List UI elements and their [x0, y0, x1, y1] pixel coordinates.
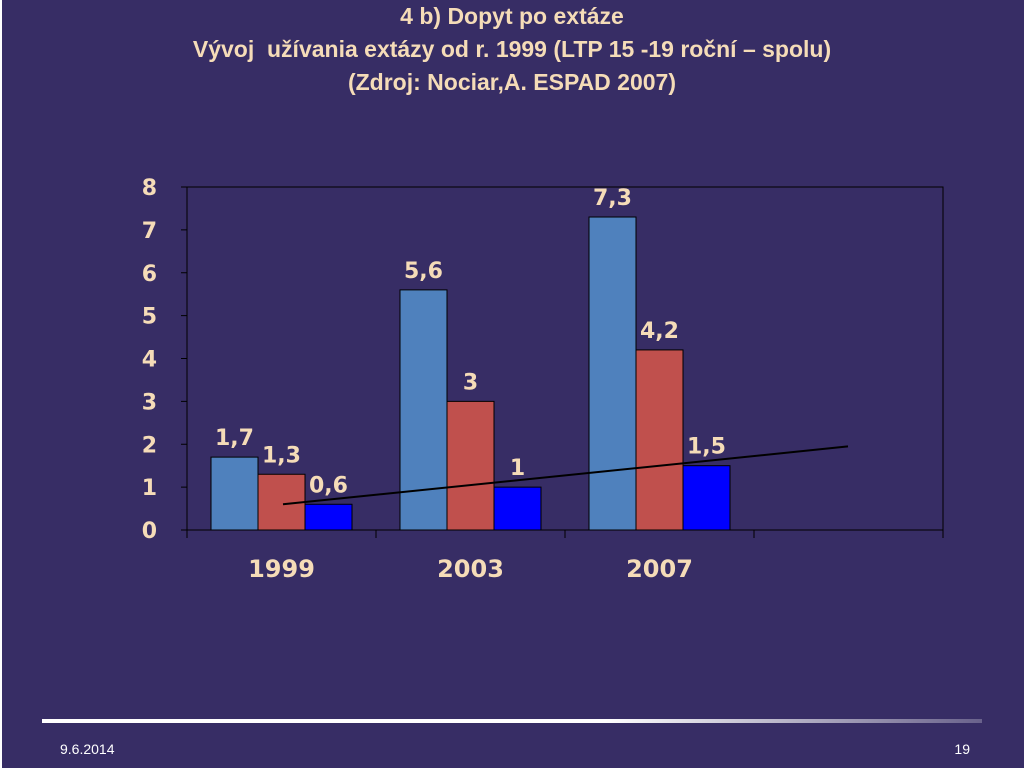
slide-title: 4 b) Dopyt po extáze Vývoj užívania extá…: [0, 0, 1024, 99]
bar-value-label: 5,6: [404, 259, 443, 284]
title-line-2: Vývoj užívania extázy od r. 1999 (LTP 15…: [192, 36, 832, 62]
bar: [304, 503, 353, 531]
x-category-label: 2003: [437, 555, 504, 583]
bar: [210, 456, 259, 531]
y-tick-label: 8: [142, 176, 157, 201]
y-tick-label: 7: [142, 219, 157, 244]
bar-value-label: 3: [463, 370, 478, 395]
bar-value-label: 1,3: [262, 443, 301, 468]
bar: [399, 289, 448, 531]
title-line-1: 4 b) Dopyt po extáze: [400, 3, 624, 29]
x-category-label: 1999: [248, 555, 315, 583]
title-line-3: (Zdroj: Nociar,A. ESPAD 2007): [347, 69, 677, 95]
y-tick-label: 4: [142, 348, 157, 373]
y-tick-label: 3: [142, 390, 157, 415]
bar: [635, 349, 684, 531]
bar-value-label: 4,2: [640, 319, 679, 344]
bar-value-label: 1,5: [687, 435, 726, 460]
page-number: 19: [954, 741, 970, 757]
y-tick-label: 0: [142, 519, 157, 544]
slide-left-edge: [0, 0, 2, 768]
bar-value-label: 0,6: [309, 473, 348, 498]
bar: [682, 465, 731, 531]
y-tick-label: 5: [142, 305, 157, 330]
y-tick-label: 2: [142, 433, 157, 458]
footer-date: 9.6.2014: [60, 741, 115, 757]
bar: [446, 400, 495, 531]
bar-value-label: 7,3: [593, 186, 632, 211]
trendline: [282, 445, 849, 506]
x-category-label: 2007: [626, 555, 693, 583]
bar: [588, 216, 637, 531]
footer-divider: [42, 719, 982, 723]
bar-value-label: 1: [510, 456, 525, 481]
y-tick-label: 6: [142, 262, 157, 287]
bar: [493, 486, 542, 531]
y-tick-label: 1: [142, 476, 157, 501]
bar-value-label: 1,7: [215, 426, 254, 451]
